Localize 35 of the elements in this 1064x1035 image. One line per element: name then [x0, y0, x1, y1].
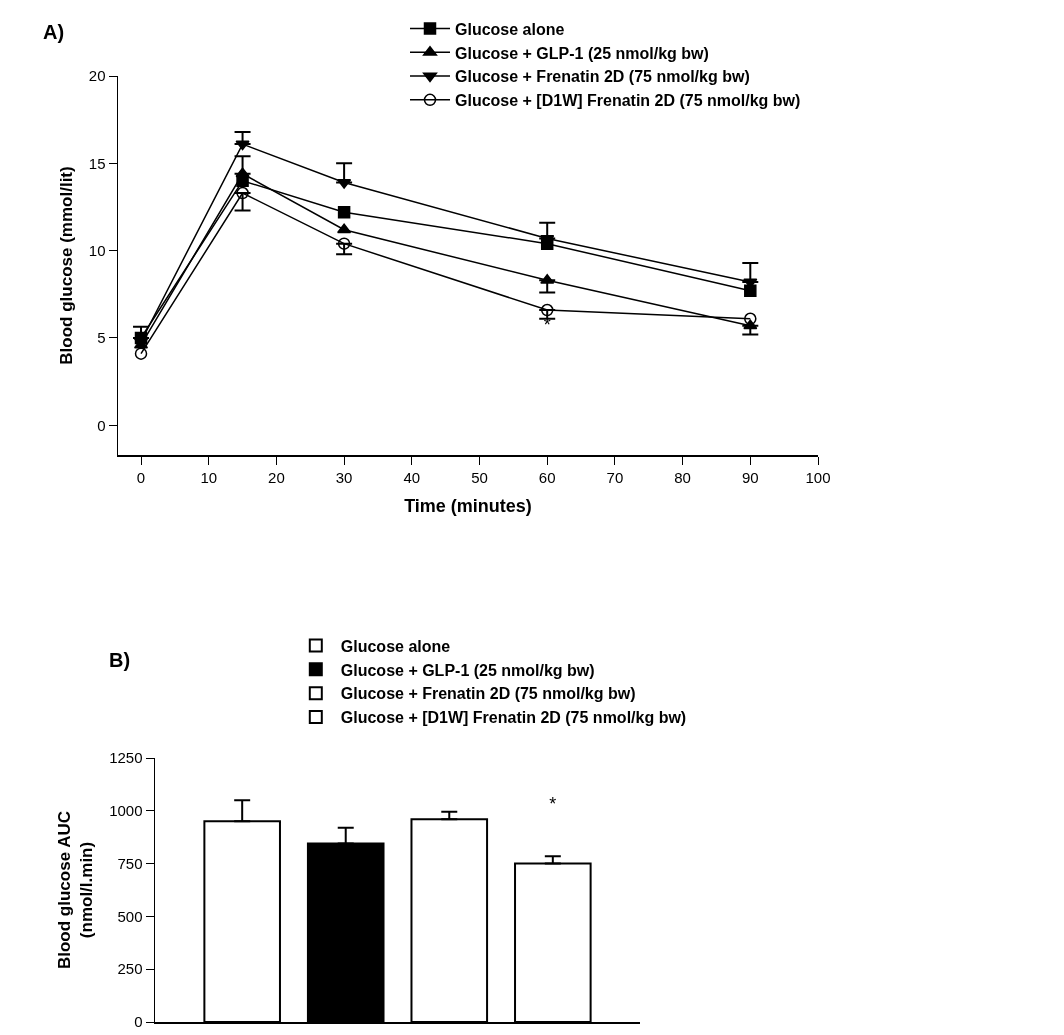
y-tick-label: 0: [134, 1013, 143, 1031]
legend-label: Glucose + [D1W] Frenatin 2D (75 nmol/kg bw): [340, 709, 687, 727]
x-tick-label: 40: [403, 468, 421, 486]
data-label: *: [549, 793, 557, 814]
x-tick-label: 90: [741, 468, 759, 486]
y-tick-label: 0: [97, 416, 106, 434]
y-axis-title: Blood glucose (mmol/lit): [56, 166, 76, 365]
y-tick-label: 15: [88, 154, 106, 172]
x-tick-label: 60: [538, 468, 556, 486]
legend-label: Glucose + GLP-1 (25 nmol/kg bw): [340, 661, 595, 679]
x-axis-title: Time (minutes): [404, 496, 532, 517]
legend-label: Glucose + Frenatin 2D (75 nmol/kg bw): [455, 68, 750, 86]
legend-label: Glucose alone: [340, 637, 451, 655]
y-tick-label: 500: [117, 907, 143, 925]
legend-label: Glucose + [D1W] Frenatin 2D (75 nmol/kg bw): [455, 92, 801, 110]
y-axis-title: Blood glucose AUC (nmol/l.min): [54, 810, 96, 970]
y-tick-label: 1000: [109, 802, 143, 820]
y-tick-label: 250: [117, 960, 143, 978]
x-tick-label: 30: [335, 468, 353, 486]
x-tick-label: 50: [471, 468, 488, 486]
legend-label: Glucose + Frenatin 2D (75 nmol/kg bw): [340, 685, 636, 703]
y-tick-label: 1250: [109, 749, 143, 767]
text: B): [109, 649, 131, 671]
text: A): [43, 21, 65, 43]
legend-label: Glucose + GLP-1 (25 nmol/kg bw): [455, 44, 709, 62]
y-tick-label: 750: [117, 854, 143, 872]
y-tick-label: 5: [97, 329, 106, 347]
legend-label: Glucose alone: [455, 20, 565, 38]
x-tick-label: 70: [606, 468, 624, 486]
x-tick-label: 100: [805, 468, 831, 486]
x-tick-label: 10: [200, 468, 218, 486]
y-tick-label: 20: [88, 67, 106, 85]
y-tick-label: 10: [88, 241, 106, 259]
x-tick-label: 80: [674, 468, 691, 486]
x-tick-label: 20: [268, 468, 285, 486]
